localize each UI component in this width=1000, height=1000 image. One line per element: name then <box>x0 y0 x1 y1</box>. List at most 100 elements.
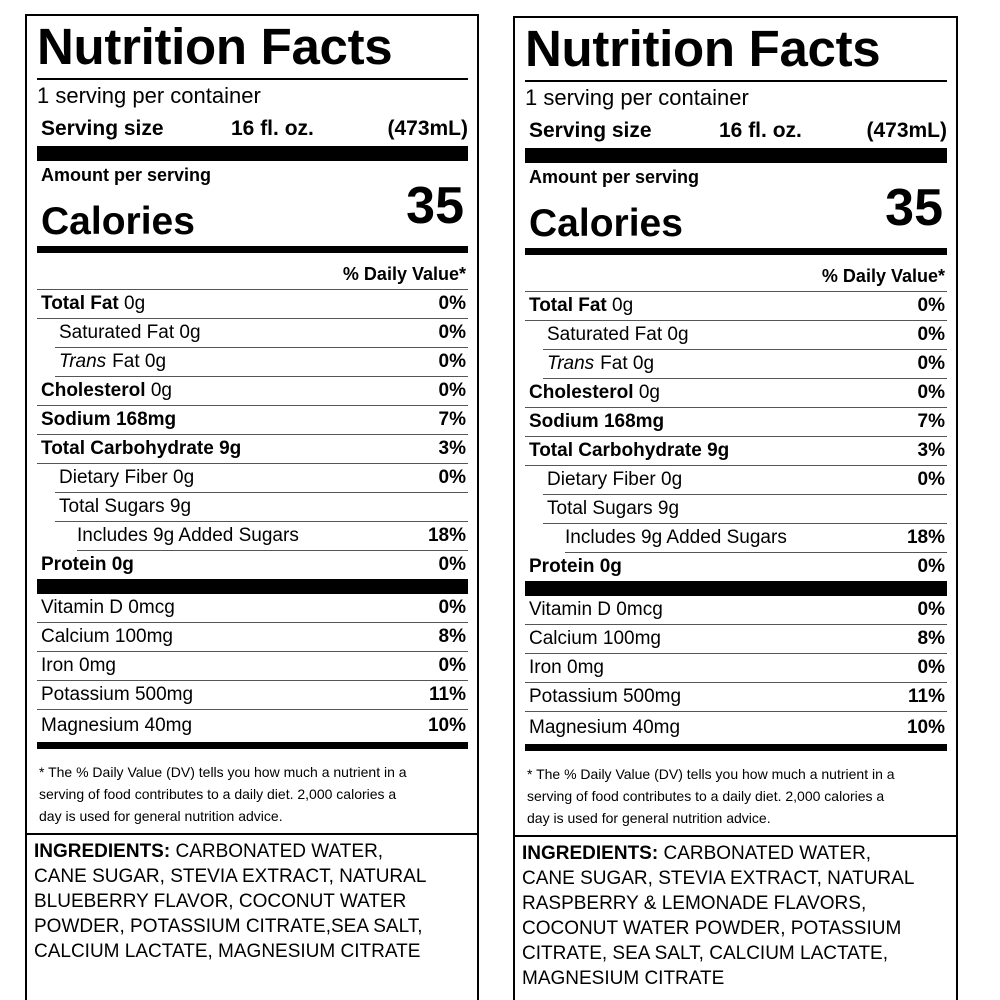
serving-size-metric: (473mL) <box>866 119 947 142</box>
nutrient-row: Trans Fat 0g 0% <box>543 350 947 379</box>
nutrition-label: Nutrition Facts 1 serving per container Se… <box>513 16 958 1000</box>
ingredients-text: COCONUT WATER POWDER, POTASSIUM <box>522 918 902 939</box>
nutrient-name: Protein <box>41 554 107 575</box>
ingredients-text: CANE SUGAR, STEVIA EXTRACT, NATURAL <box>34 866 427 887</box>
servings: 1 serving per container <box>525 85 749 110</box>
nutrient-amount: 168mg <box>603 411 665 432</box>
nutrient-row: Protein 0g 0% <box>37 551 468 594</box>
vitamin: Vitamin D 0mcg <box>529 599 663 621</box>
vitamin-row: Calcium 100mg 8% <box>525 625 947 654</box>
serving-size-value: 16 fl. oz. <box>231 117 314 140</box>
nutrient: Sodium 168mg <box>41 409 176 431</box>
nutrient-row: Sodium 168mg 7% <box>37 406 468 435</box>
ingredients-line: COCONUT WATER POWDER, POTASSIUM <box>522 916 950 941</box>
vitamin-amount: 500mg <box>134 684 194 705</box>
label-title: Nutrition Facts <box>37 16 468 80</box>
nutrient: Saturated Fat 0g <box>547 324 689 346</box>
vitamin-name: Calcium <box>41 626 110 647</box>
vitamin-amount: 100mg <box>602 628 662 649</box>
daily-value: 0% <box>917 556 945 577</box>
daily-value: 0% <box>438 554 466 575</box>
nutrient: Dietary Fiber 0g <box>547 469 682 491</box>
label-title: Nutrition Facts <box>525 18 947 82</box>
footnote-line: day is used for general nutrition advice… <box>39 808 283 824</box>
vitamin-row: Magnesium 40mg 10% <box>525 712 947 751</box>
dv-header: % Daily Value* <box>525 255 947 292</box>
nutrient-row: Dietary Fiber 0g 0% <box>543 466 947 495</box>
servings: 1 serving per container <box>37 83 261 108</box>
vitamin: Potassium 500mg <box>41 684 193 706</box>
nutrient-row: Sodium 168mg 7% <box>525 408 947 437</box>
daily-value: 18% <box>427 525 466 546</box>
vitamin-row: Vitamin D 0mcg 0% <box>37 594 468 623</box>
nutrient: Total Fat 0g <box>41 293 145 315</box>
nutrient-italic: Trans <box>59 351 107 372</box>
daily-value: 7% <box>438 409 466 430</box>
nutrition-label: Nutrition Facts 1 serving per container Se… <box>25 14 479 1000</box>
nutrient-row: Cholesterol 0g 0% <box>525 379 947 408</box>
calories-row: Calories 35 <box>525 179 947 255</box>
vitamin-name: Vitamin D <box>529 599 612 620</box>
vitamin-amount: 40mg <box>632 717 681 738</box>
ingredients-text: MAGNESIUM CITRATE <box>522 968 725 989</box>
vitamin-row: Iron 0mg 0% <box>37 652 468 681</box>
daily-value: 11% <box>908 686 945 707</box>
vitamin-amount: 0mcg <box>128 597 175 618</box>
label-body: Nutrition Facts 1 serving per container Se… <box>27 16 477 833</box>
vitamin-amount: 40mg <box>144 715 193 736</box>
daily-value: 3% <box>917 440 945 461</box>
ingredients-text: CALCIUM LACTATE, MAGNESIUM CITRATE <box>34 941 421 962</box>
serving-size: Serving size 16 fl. oz. (473mL) <box>525 114 947 163</box>
amount-per-serving: Amount per serving <box>529 167 700 187</box>
vitamin-name: Calcium <box>529 628 598 649</box>
vitamin: Magnesium 40mg <box>529 717 680 739</box>
serving-size-label: Serving size <box>529 119 652 142</box>
vitamin-amount: 0mcg <box>616 599 663 620</box>
vitamin-name: Vitamin D <box>41 597 124 618</box>
nutrient-row: Total Sugars 9g <box>55 493 468 522</box>
serving-size: Serving size 16 fl. oz. (473mL) <box>37 112 468 161</box>
nutrient-amount: 168mg <box>115 409 177 430</box>
nutrient: Total Sugars 9g <box>547 498 679 520</box>
nutrient-row: Cholesterol 0g 0% <box>37 377 468 406</box>
ingredients-line: POWDER, POTASSIUM CITRATE,SEA SALT, <box>34 914 471 939</box>
vitamin-row: Potassium 500mg 11% <box>37 681 468 710</box>
nutrient-name: Total Sugars <box>547 498 653 519</box>
vitamin: Iron 0mg <box>529 657 604 679</box>
daily-value: 0% <box>438 351 466 372</box>
serving-size-label: Serving size <box>41 117 164 140</box>
daily-value: 0% <box>917 657 945 678</box>
ingredients-text: CARBONATED WATER, <box>663 843 872 864</box>
nutrient-row: Total Carbohydrate 9g 3% <box>525 437 947 466</box>
nutrient-name: Total Carbohydrate <box>41 438 214 459</box>
nutrient: Cholesterol 0g <box>41 380 172 402</box>
vitamin-name: Iron <box>41 655 74 676</box>
daily-value: 8% <box>917 628 945 649</box>
vitamin: Magnesium 40mg <box>41 715 192 737</box>
calories-row: Calories 35 <box>37 177 468 253</box>
nutrient: Includes 9g Added Sugars <box>77 525 299 547</box>
calories-label: Calories <box>529 202 683 245</box>
label-body: Nutrition Facts 1 serving per container Se… <box>515 18 956 835</box>
nutrient: Sodium 168mg <box>529 411 664 433</box>
nutrient-amount: 9g <box>169 496 192 517</box>
nutrient-row: Saturated Fat 0g 0% <box>55 319 468 348</box>
vitamin-row: Vitamin D 0mcg 0% <box>525 596 947 625</box>
nutrient-row: Dietary Fiber 0g 0% <box>55 464 468 493</box>
daily-value: 0% <box>917 469 945 490</box>
ingredients-line: RASPBERRY & LEMONADE FLAVORS, <box>522 891 950 916</box>
daily-value: 0% <box>438 322 466 343</box>
dv-header: % Daily Value* <box>37 253 468 290</box>
serving-size-value: 16 fl. oz. <box>719 119 802 142</box>
nutrient-amount: 0g <box>111 554 134 575</box>
vitamin-row: Calcium 100mg 8% <box>37 623 468 652</box>
amount-per-serving: Amount per serving <box>41 165 212 185</box>
calories-label: Calories <box>41 200 195 243</box>
nutrient-name: Protein <box>529 556 595 577</box>
nutrient: Cholesterol 0g <box>529 382 660 404</box>
daily-value: 0% <box>917 353 945 374</box>
nutrient-amount: 0g <box>173 467 195 488</box>
footnote-line: day is used for general nutrition advice… <box>527 810 771 826</box>
footnote-line: * The % Daily Value (DV) tells you how m… <box>39 764 407 780</box>
